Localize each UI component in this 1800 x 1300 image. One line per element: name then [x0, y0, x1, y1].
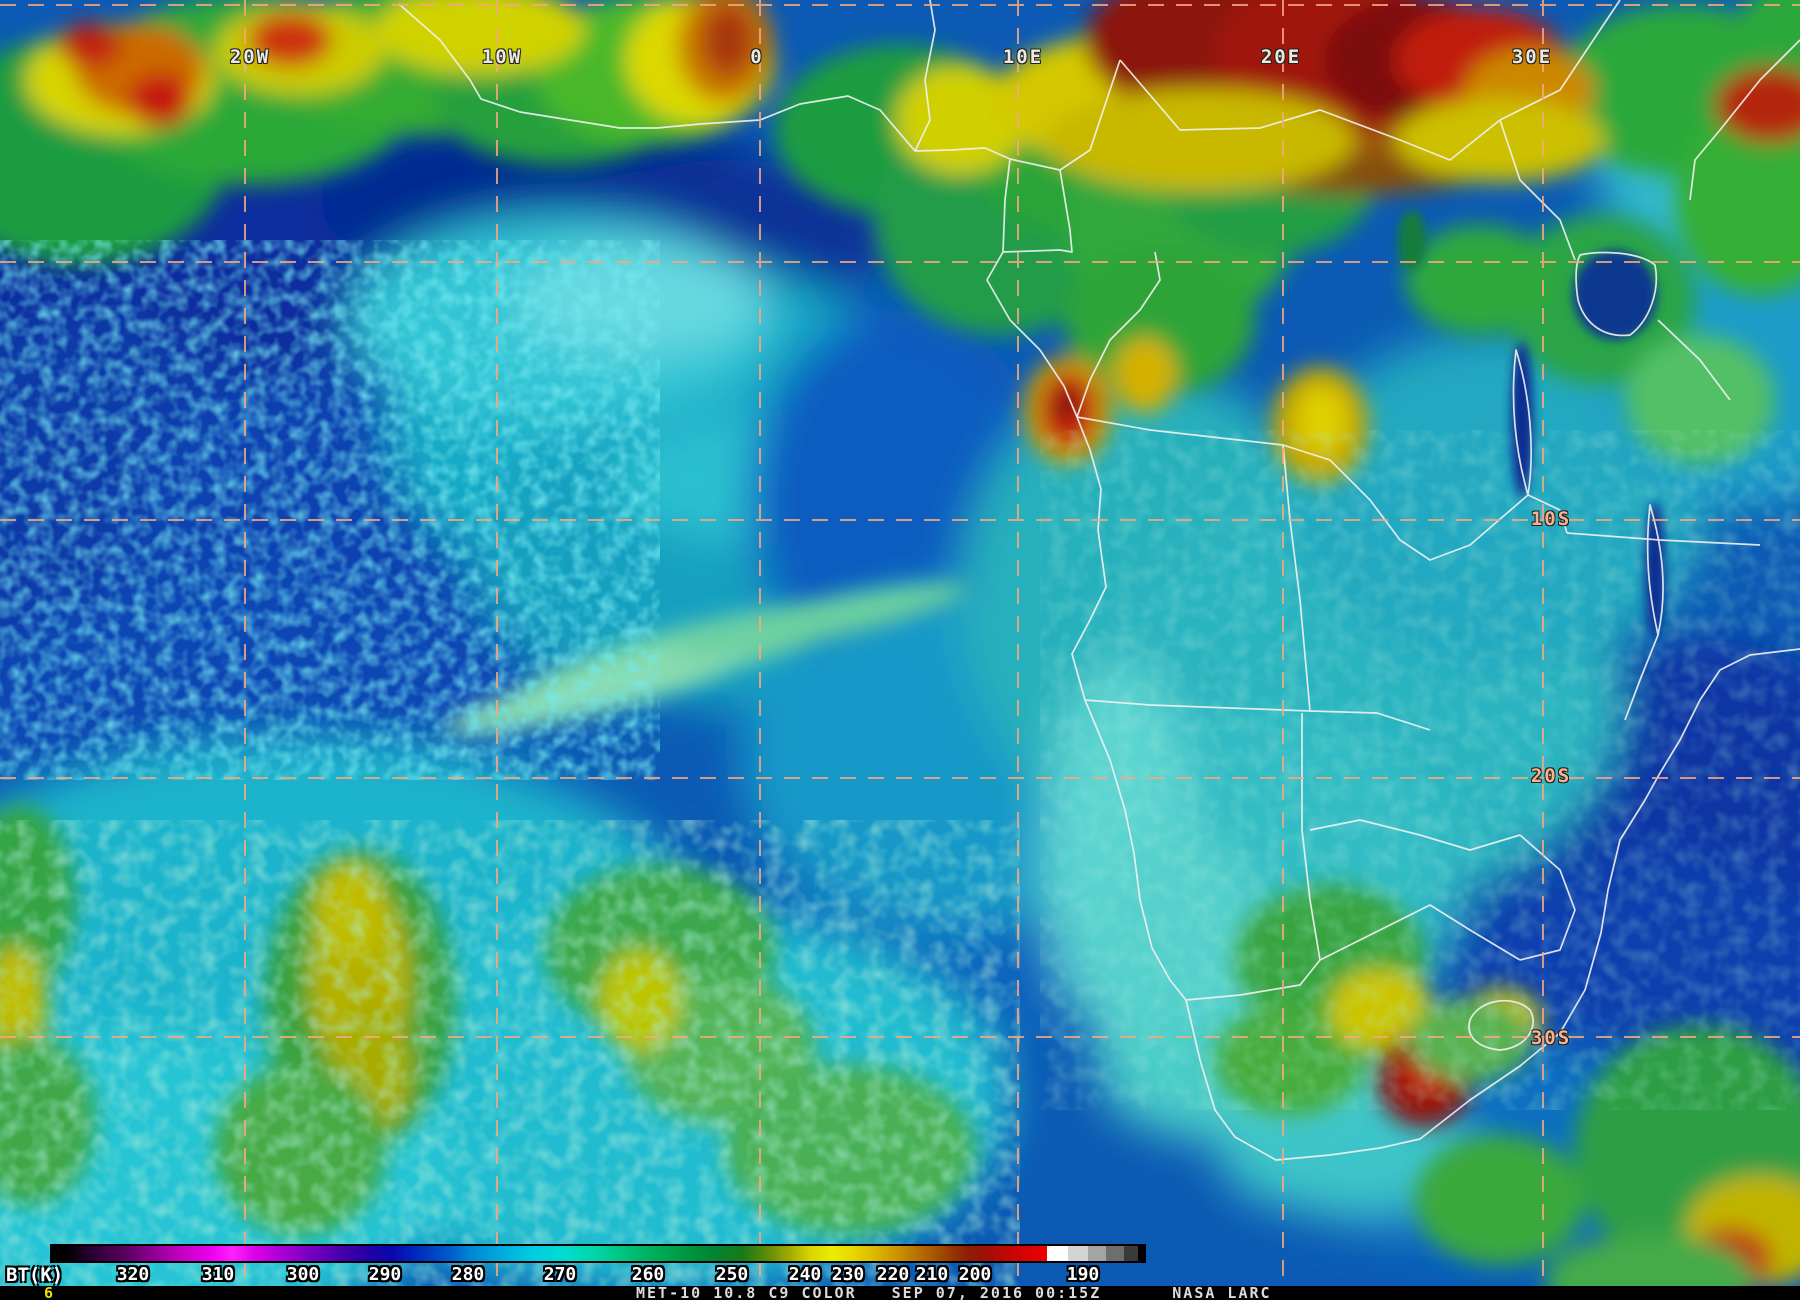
- border-namibia-botswana: [1301, 713, 1321, 961]
- border-tanzania-mozambique: [1566, 532, 1761, 546]
- grid-label-30e: 30E: [1511, 46, 1553, 68]
- border-angola-north: [1076, 416, 1284, 446]
- frame-number: 6: [44, 1284, 54, 1300]
- status-bar: [0, 1286, 1800, 1300]
- border-limpopo: [1319, 904, 1521, 961]
- grid-label-20e: 20E: [1260, 46, 1302, 68]
- border-namibia-southafrica: [1185, 959, 1321, 1001]
- grid-label-0: 0: [750, 46, 764, 68]
- colorbar-tick-240: 240: [788, 1264, 822, 1285]
- timestamp-label: SEP 07, 2016 00:15Z: [891, 1284, 1102, 1300]
- grid-label-30s: 30S: [1530, 1027, 1572, 1049]
- border-car-drc: [1119, 0, 1621, 161]
- border-nigeria-cameroon: [914, 0, 936, 152]
- colorbar-tick-210: 210: [915, 1264, 949, 1285]
- border-zambezi: [1309, 819, 1521, 851]
- border-cameroon-east: [1009, 59, 1121, 171]
- credit-label: NASA LARC: [1172, 1284, 1272, 1300]
- border-angola-east: [1282, 444, 1311, 712]
- lesotho-outline: [1468, 999, 1534, 1051]
- colorbar-tick-250: 250: [715, 1264, 749, 1285]
- border-angola-namibia: [1084, 699, 1431, 731]
- lakes: [1398, 210, 1665, 638]
- colorbar-tick-200: 200: [958, 1264, 992, 1285]
- grid-label-10e: 10E: [1002, 46, 1044, 68]
- grid-label-20w: 20W: [229, 46, 271, 68]
- border-kenya-tanzania: [1657, 319, 1731, 401]
- product-label: MET-10 10.8 C9 COLOR: [636, 1284, 857, 1300]
- colorbar-tick-300: 300: [286, 1264, 320, 1285]
- coast-horn: [1689, 39, 1800, 201]
- grid-label-10s: 10S: [1530, 508, 1572, 530]
- border-zimbabwe-mozambique: [1519, 834, 1576, 961]
- speckle-texture: [0, 240, 1800, 1288]
- colorbar-title: BT(K): [6, 1264, 64, 1286]
- africa-coastline: [398, 3, 1800, 1161]
- border-malawi-south: [1624, 634, 1659, 721]
- colorbar-tick-320: 320: [116, 1264, 150, 1285]
- colorbar: [50, 1244, 1146, 1263]
- colorbar-tick-230: 230: [831, 1264, 865, 1285]
- border-zambia-tanzania: [1527, 494, 1568, 534]
- lake-victoria-outline: [1575, 251, 1658, 337]
- colorbar-tick-270: 270: [543, 1264, 577, 1285]
- border-uganda-kenya: [1499, 119, 1576, 261]
- colorbar-tick-190: 190: [1066, 1264, 1100, 1285]
- border-gabon-congo: [1002, 169, 1073, 253]
- status-text: MET-10 10.8 C9 COLOR SEP 07, 2016 00:15Z…: [636, 1286, 1272, 1300]
- colorbar-tick-290: 290: [368, 1264, 402, 1285]
- colorbar-tick-260: 260: [631, 1264, 665, 1285]
- colorbar-tick-220: 220: [876, 1264, 910, 1285]
- grid-label-10w: 10W: [481, 46, 523, 68]
- country-borders: [398, 0, 1800, 1161]
- border-congo-river: [1076, 251, 1161, 418]
- colorbar-tick-310: 310: [201, 1264, 235, 1285]
- border-drc-zambia: [1282, 444, 1529, 561]
- grid-label-20s: 20S: [1530, 765, 1572, 787]
- colorbar-tick-280: 280: [451, 1264, 485, 1285]
